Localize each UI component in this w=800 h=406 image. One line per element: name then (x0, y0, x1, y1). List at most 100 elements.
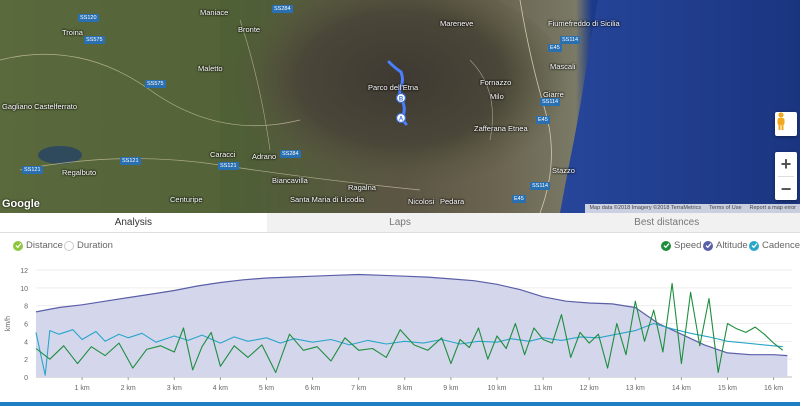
x-tick-label: 6 km (305, 385, 320, 392)
y-tick-label: 2 (24, 357, 28, 364)
road-shield: SS575 (145, 80, 166, 88)
map-town-label: Maniace (200, 8, 229, 17)
road-shield: SS121 (120, 157, 141, 165)
satellite-map[interactable]: B A Troina Bronte Maletto Maniace Mareneve Fi… (0, 0, 800, 213)
distance-label: Distance (26, 240, 63, 251)
check-icon (749, 240, 759, 251)
unchecked-circle-icon (64, 240, 74, 251)
road-shield: E45 (512, 195, 526, 203)
road-shield: SS120 (78, 14, 99, 22)
y-tick-label: 6 (24, 322, 28, 329)
tab-laps[interactable]: Laps (389, 217, 411, 228)
speed-toggle[interactable]: Speed (661, 240, 701, 251)
svg-text:B: B (399, 97, 404, 103)
x-tick-label: 4 km (213, 385, 228, 392)
map-town-label: Stazzo (552, 166, 575, 175)
pegman-icon (777, 112, 785, 130)
map-town-label: Mascali (550, 62, 576, 71)
speed-series-line (35, 282, 784, 374)
map-town-label: Parco dell'Etna (368, 83, 419, 92)
check-icon (703, 240, 713, 251)
chart-options: Distance Duration Speed Altitude Cadence (0, 240, 800, 258)
y-tick-label: 8 (24, 304, 28, 311)
map-town-label: Gagliano Castelferrato (2, 102, 78, 111)
x-tick-label: 16 km (764, 385, 783, 392)
cadence-label: Cadence (762, 240, 800, 251)
road-shield: SS114 (560, 36, 581, 44)
y-tick-label: 10 (20, 286, 28, 293)
map-town-label: Milo (490, 92, 504, 101)
altitude-toggle[interactable]: Altitude (703, 240, 748, 251)
zoom-out-button[interactable]: − (780, 179, 792, 199)
duration-label: Duration (77, 240, 113, 251)
zoom-control: + − (775, 152, 797, 200)
map-town-label: Fornazzo (480, 78, 512, 87)
tab-analysis[interactable]: Analysis (0, 213, 267, 232)
road-shield: E45 (548, 44, 562, 52)
road-shield: SS121 (22, 166, 43, 174)
x-tick-label: 12 km (580, 385, 599, 392)
zoom-in-button[interactable]: + (780, 154, 792, 174)
x-tick-label: 3 km (167, 385, 182, 392)
altitude-series-line (35, 273, 788, 357)
map-town-label: Adrano (252, 152, 277, 161)
map-town-label: Troina (62, 28, 83, 37)
y-tick-label: 12 (20, 268, 28, 275)
map-town-label: Maletto (198, 64, 223, 73)
check-icon (13, 240, 23, 251)
duration-toggle[interactable]: Duration (64, 240, 113, 251)
map-terrain: B A (0, 0, 800, 213)
altitude-label: Altitude (716, 240, 748, 251)
road-shield: SS121 (218, 162, 239, 170)
map-town-label: Centuripe (170, 195, 203, 204)
speed-label: Speed (674, 240, 702, 251)
map-town-label: Giarre (543, 90, 564, 99)
y-axis-label: km/h (5, 316, 12, 331)
x-tick-label: 2 km (121, 385, 136, 392)
map-town-label: Fiumefreddo di Sicilia (548, 19, 620, 28)
map-town-label: Biancavilla (272, 176, 308, 185)
tab-best-distances[interactable]: Best distances (634, 217, 700, 228)
x-tick-label: 9 km (443, 385, 458, 392)
check-icon (661, 240, 671, 251)
analysis-tabs: Analysis Laps Best distances (0, 213, 800, 233)
road-shield: E45 (536, 116, 550, 124)
x-tick-label: 14 km (672, 385, 691, 392)
altitude-area (36, 274, 788, 377)
cadence-series-line (35, 322, 783, 376)
analysis-chart[interactable]: 0 2 4 6 8 10 12 km/h 1 km 2 km 3 km 4 km 5 km 6 km 7 k… (0, 262, 800, 402)
street-view-button[interactable] (775, 112, 797, 136)
google-logo: Google (2, 198, 40, 210)
zoom-divider (778, 176, 794, 177)
marker-a[interactable]: A (395, 112, 407, 124)
map-town-label: Mareneve (440, 19, 474, 28)
x-tick-label: 13 km (626, 385, 645, 392)
map-town-label: Nicolosi (408, 197, 435, 206)
map-town-label: Pedara (440, 197, 465, 206)
road-shield: SS114 (530, 182, 551, 190)
map-town-label: Ragalna (348, 183, 376, 192)
y-tick-label: 0 (24, 375, 28, 382)
terms-link[interactable]: Terms of Use (709, 205, 742, 211)
x-tick-label: 5 km (259, 385, 274, 392)
map-attribution: Map data ©2018 Imagery ©2018 TerraMetric… (585, 204, 800, 213)
x-tick-label: 10 km (487, 385, 506, 392)
report-error-link[interactable]: Report a map error (749, 205, 796, 211)
x-tick-label: 1 km (75, 385, 90, 392)
x-tick-label: 8 km (397, 385, 412, 392)
cadence-toggle[interactable]: Cadence (749, 240, 800, 251)
map-town-label: Bronte (238, 25, 261, 34)
road-shield: SS284 (280, 150, 301, 158)
x-tick-label: 11 km (534, 385, 553, 392)
attribution-text: Map data ©2018 Imagery ©2018 TerraMetric… (589, 205, 702, 211)
x-tick-label: 15 km (718, 385, 737, 392)
road-shield: SS114 (540, 98, 561, 106)
marker-b[interactable]: B (395, 92, 407, 104)
map-town-label: Caracci (210, 150, 236, 159)
y-tick-label: 4 (24, 339, 28, 346)
distance-toggle[interactable]: Distance (13, 240, 63, 251)
map-town-label: Regalbuto (62, 168, 97, 177)
bottom-scroll-bar (0, 402, 800, 406)
road-shield: SS284 (272, 5, 293, 13)
